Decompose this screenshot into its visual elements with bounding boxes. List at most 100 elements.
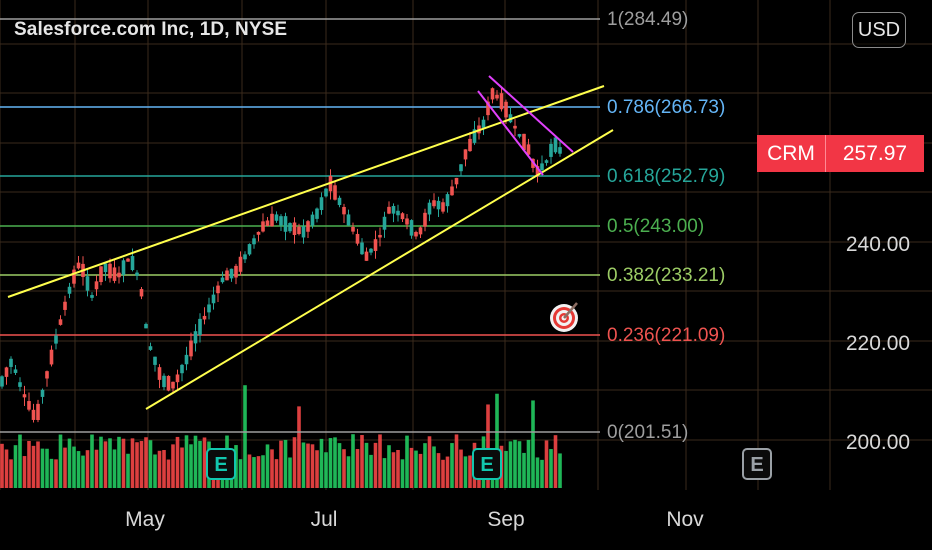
volume-bar [553, 435, 558, 488]
volume-bar [544, 440, 549, 488]
candle-body [319, 197, 324, 211]
volume-bar [63, 447, 67, 488]
candle-body [126, 258, 130, 262]
volume-bar [369, 454, 373, 488]
candle-body [63, 301, 67, 310]
volume-bar [463, 456, 468, 488]
candle-body [481, 119, 486, 128]
candle-body [193, 331, 198, 344]
volume-bar [306, 443, 310, 488]
candle-body [369, 248, 373, 253]
candle-body [279, 216, 283, 226]
candle-body [459, 164, 463, 172]
candle-body [22, 394, 27, 398]
currency-button[interactable]: USD [852, 12, 906, 48]
candle-body [364, 251, 369, 261]
volume-bar [301, 442, 306, 488]
candle-body [535, 166, 540, 177]
candle-body [4, 367, 9, 377]
candle-body [342, 206, 346, 215]
candle-body [418, 227, 423, 235]
volume-bar [333, 437, 337, 488]
volume-bar [351, 434, 355, 488]
volume-bar [423, 443, 427, 488]
volume-bar [4, 449, 9, 488]
volume-bar [27, 440, 31, 488]
volume-bar [121, 438, 126, 488]
candle-body [513, 125, 517, 129]
volume-bar [13, 445, 18, 488]
volume-bar [342, 449, 346, 488]
candle-body [414, 231, 418, 237]
y-tick-label: 200.00 [846, 431, 910, 454]
volume-bar [171, 444, 175, 488]
fibonacci-retracement: 1(284.49) 0.786(266.73) 0.618(252.79) 0.5(2… [0, 9, 725, 443]
chart-title: Salesforce.com Inc, 1D, NYSE [14, 19, 288, 40]
candle-body [184, 354, 189, 365]
candle-body [301, 226, 306, 238]
fib-label: 0.618(252.79) [607, 166, 725, 187]
earnings-marker-icon[interactable]: E [742, 448, 772, 480]
candle-body [18, 382, 22, 387]
volume-bar [126, 453, 130, 488]
volume-bar [391, 452, 396, 488]
volume-bar [153, 454, 157, 488]
candle-body [243, 254, 247, 260]
candle-body [522, 133, 526, 151]
earnings-marker-label: E [750, 454, 763, 476]
fib-label: 0.236(221.09) [607, 325, 725, 346]
volume-bar [135, 442, 139, 488]
candle-body [297, 226, 301, 235]
candle-body [360, 242, 364, 255]
volume-bar [504, 450, 508, 488]
candle-body [549, 143, 553, 157]
volume-bar [139, 441, 144, 488]
candle-body [220, 277, 225, 283]
candle-body [315, 208, 319, 219]
volume-bar [346, 456, 351, 488]
candle-body [85, 276, 90, 291]
earnings-marker-icon[interactable]: E [472, 448, 502, 480]
candle-body [261, 221, 265, 232]
volume-bar [436, 453, 441, 488]
candle-body [486, 101, 490, 116]
candle-body [49, 349, 54, 365]
volume-bar [405, 435, 409, 488]
y-tick-label: 240.00 [846, 233, 910, 256]
volume-bar [270, 449, 274, 488]
volume-bar [382, 458, 387, 488]
volume-bar [319, 438, 324, 488]
candle-body [373, 239, 378, 251]
earnings-marker-frame [472, 448, 502, 480]
candle-body [117, 272, 121, 278]
volume-bar [166, 459, 171, 488]
volume-bar [18, 434, 22, 488]
volume-bar [549, 449, 553, 488]
volume-bar [283, 439, 288, 488]
target-icon [550, 302, 578, 332]
volume-bar [400, 459, 405, 488]
volume-bar [0, 443, 4, 488]
candle-body [441, 202, 445, 212]
candle-body [288, 223, 292, 232]
candle-body [207, 304, 211, 313]
last-price-badge: CRM 257.97 [757, 135, 924, 172]
candle-body [58, 319, 63, 325]
volume-bar [378, 434, 382, 488]
volume-bar [427, 436, 432, 488]
earnings-marker-icon[interactable]: E [206, 448, 236, 480]
candle-body [346, 214, 351, 226]
volume-bar [445, 456, 450, 488]
volume-bar [418, 453, 423, 488]
candle-body [351, 226, 355, 232]
candle-body [396, 210, 400, 216]
candle-body [234, 265, 238, 278]
volume-bar [40, 448, 45, 488]
volume-bar [72, 446, 76, 488]
volume-bar [486, 404, 490, 488]
candle-body [553, 137, 558, 153]
volume-bar [99, 436, 103, 488]
volume-bar [157, 450, 162, 488]
